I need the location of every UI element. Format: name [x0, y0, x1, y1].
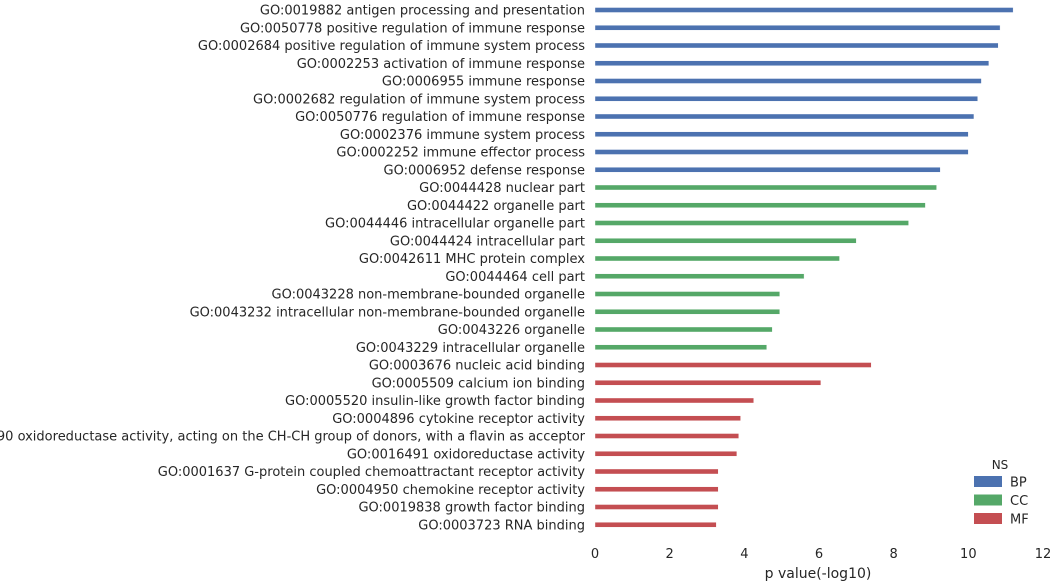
category-label: GO:0043229 intracellular organelle [356, 341, 585, 356]
x-tick-label: 2 [666, 547, 674, 562]
category-label: GO:0005509 calcium ion binding [372, 376, 585, 391]
bar-cc-11 [594, 202, 926, 208]
category-label: GO:0044446 intracellular organelle part [325, 217, 585, 232]
category-label: GO:0002376 immune system process [340, 128, 585, 143]
bar-cc-14 [594, 255, 840, 262]
legend-swatch-mf [974, 513, 1002, 524]
category-label: GO:0003676 nucleic acid binding [369, 359, 585, 374]
legend-label-mf: MF [1010, 513, 1029, 528]
bar-bp-8 [594, 149, 969, 155]
bar-mf-29 [594, 522, 717, 528]
bar-mf-28 [594, 504, 719, 510]
x-tick-label: 12 [1035, 547, 1052, 562]
bar-mf-21 [594, 380, 822, 386]
bar-cc-17 [594, 309, 781, 315]
category-label: GO:0050776 regulation of immune response [295, 110, 585, 125]
category-label: GO:0002682 regulation of immune system p… [253, 92, 585, 107]
category-label: GO:0052890 oxidoreductase activity, acti… [0, 430, 586, 445]
x-tick-label: 0 [591, 547, 599, 562]
legend-label-cc: CC [1010, 494, 1028, 509]
bar-bp-9 [594, 167, 941, 173]
category-labels: GO:0019882 antigen processing and presen… [0, 4, 586, 534]
legend-label-bp: BP [1010, 476, 1027, 491]
bar-bp-0 [594, 7, 1014, 13]
bar-cc-18 [594, 326, 773, 333]
category-label: GO:0004950 chemokine receptor activity [316, 483, 585, 498]
category-label: GO:0044464 cell part [445, 270, 585, 285]
bar-mf-20 [594, 362, 872, 368]
x-axis: 0 2 4 6 8 10 12 [591, 547, 1051, 562]
category-label: GO:0016491 oxidoreductase activity [347, 447, 585, 462]
category-label: GO:0002253 activation of immune response [297, 57, 585, 72]
category-label: GO:0004896 cytokine receptor activity [332, 412, 585, 427]
bar-cc-10 [594, 184, 937, 191]
x-tick-label: 10 [960, 547, 977, 562]
bar-cc-19 [594, 344, 767, 350]
category-label: GO:0044422 organelle part [407, 199, 585, 214]
category-label: GO:0043226 organelle [438, 323, 585, 338]
category-label: GO:0002684 positive regulation of immune… [198, 39, 585, 54]
category-label: GO:0006952 defense response [384, 163, 586, 178]
x-tick-label: 4 [740, 547, 748, 562]
x-tick-label: 8 [890, 547, 898, 562]
bars-layer [594, 7, 1014, 528]
legend-swatch-cc [974, 494, 1002, 506]
bar-cc-16 [594, 291, 781, 297]
bar-mf-25 [594, 451, 738, 457]
legend-title: NS [992, 458, 1009, 472]
category-label: GO:0043232 intracellular non-membrane-bo… [190, 305, 585, 320]
legend: NS BP CC MF [974, 458, 1029, 528]
bar-mf-23 [594, 415, 741, 421]
bar-cc-15 [594, 273, 805, 279]
bar-mf-26 [594, 468, 719, 475]
bar-bp-5 [594, 96, 978, 102]
bar-mf-24 [594, 433, 739, 439]
category-label: GO:0050778 positive regulation of immune… [240, 21, 585, 36]
bar-mf-22 [594, 397, 754, 404]
bar-mf-27 [594, 486, 719, 492]
category-label: GO:0002252 immune effector process [336, 146, 585, 161]
category-label: GO:0044424 intracellular part [390, 234, 585, 249]
bar-bp-4 [594, 78, 982, 84]
category-label: GO:0044428 nuclear part [419, 181, 585, 196]
category-label: GO:0006955 immune response [382, 75, 585, 90]
x-axis-title: p value(-log10) [765, 566, 872, 582]
category-label: GO:0043228 non-membrane-bounded organell… [272, 288, 586, 303]
legend-swatch-bp [974, 476, 1002, 487]
bar-bp-6 [594, 113, 975, 120]
category-label: GO:0003723 RNA binding [418, 518, 585, 533]
bar-bp-3 [594, 60, 990, 66]
category-label: GO:0019838 growth factor binding [358, 501, 585, 516]
bar-cc-12 [594, 220, 909, 226]
bar-bp-7 [594, 131, 969, 137]
category-label: GO:0042611 MHC protein complex [359, 252, 585, 267]
bar-bp-1 [594, 25, 1001, 31]
category-label: GO:0019882 antigen processing and presen… [260, 4, 585, 19]
bar-cc-13 [594, 238, 857, 244]
category-label: GO:0005520 insulin-like growth factor bi… [285, 394, 585, 409]
bar-bp-2 [594, 42, 999, 49]
x-tick-label: 6 [815, 547, 823, 562]
category-label: GO:0001637 G-protein coupled chemoattrac… [158, 465, 586, 480]
